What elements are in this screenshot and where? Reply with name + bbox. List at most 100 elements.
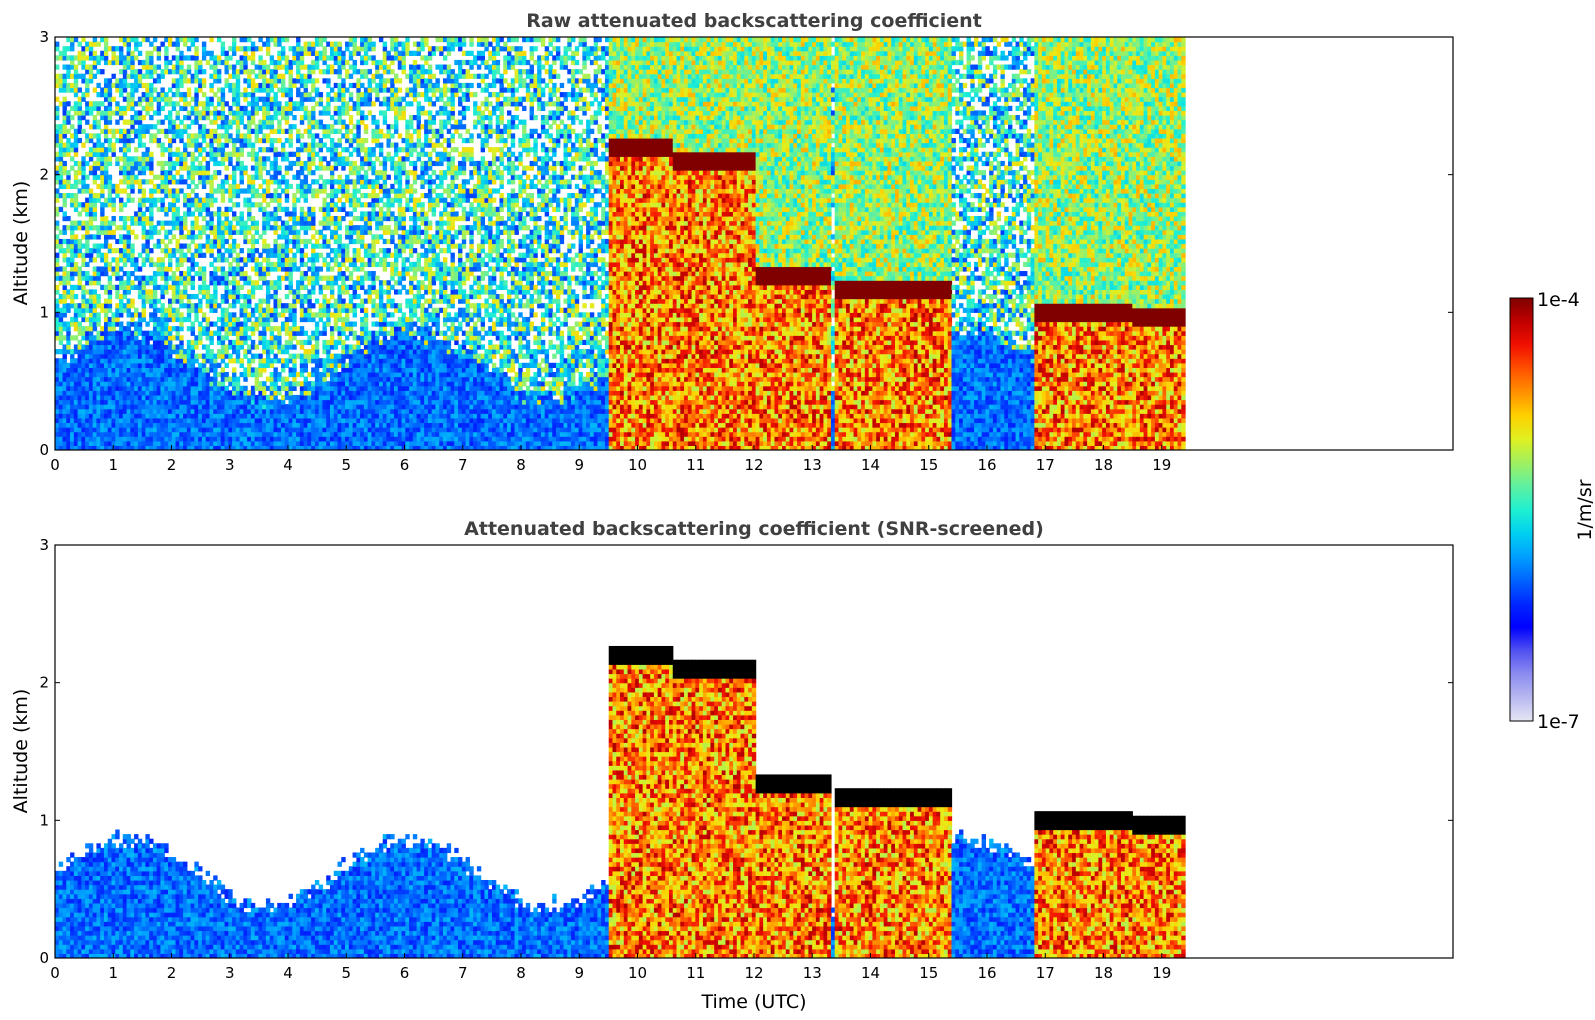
heatmap-cell (55, 326, 60, 332)
heatmap-cell (100, 436, 105, 442)
heatmap-cell (269, 225, 275, 231)
heatmap-cell (273, 170, 278, 176)
heatmap-cell (277, 78, 282, 84)
heatmap-cell (228, 160, 233, 167)
heatmap-cell (262, 436, 267, 442)
heatmap-cell (224, 188, 229, 194)
heatmap-cell (326, 381, 331, 387)
heatmap-cell (341, 326, 346, 332)
heatmap-cell (288, 344, 293, 350)
heatmap-cell (100, 151, 105, 157)
heatmap-cell (220, 408, 226, 414)
heatmap-cell (198, 69, 203, 75)
heatmap-cell (311, 399, 316, 405)
heatmap-cell (281, 431, 286, 437)
heatmap-cell (269, 335, 275, 341)
heatmap-cell (277, 358, 282, 364)
heatmap-cell (265, 69, 271, 75)
heatmap-cell (265, 326, 271, 332)
heatmap-cell (198, 266, 203, 272)
heatmap-cell (149, 344, 154, 350)
heatmap-cell (92, 202, 98, 208)
heatmap-cell (224, 298, 229, 304)
heatmap-cell (85, 202, 90, 208)
heatmap-cell (168, 385, 173, 391)
heatmap-cell (288, 105, 293, 112)
heatmap-cell (107, 436, 113, 442)
heatmap-cell (254, 284, 260, 290)
heatmap-cell (137, 78, 143, 84)
heatmap-cell (92, 381, 98, 387)
heatmap-cell (88, 248, 94, 254)
heatmap-cell (66, 339, 71, 346)
heatmap-cell (243, 303, 248, 309)
heatmap-cell (134, 399, 139, 405)
heatmap-cell (122, 133, 128, 139)
heatmap-cell (296, 151, 301, 157)
heatmap-cell (66, 431, 71, 437)
heatmap-cell (250, 46, 256, 52)
heatmap-cell (145, 96, 150, 102)
heatmap-cell (198, 367, 203, 373)
heatmap-cell (220, 46, 226, 52)
heatmap-cell (232, 417, 237, 424)
heatmap-cell (141, 371, 147, 378)
heatmap-cell (156, 220, 162, 226)
heatmap-cell (239, 211, 244, 217)
heatmap-cell (190, 160, 195, 167)
heatmap-cell (243, 330, 248, 336)
heatmap-cell (333, 362, 339, 368)
heatmap-cell (258, 147, 263, 153)
heatmap-cell (126, 431, 131, 437)
heatmap-cell (299, 248, 305, 254)
heatmap-cell (232, 436, 237, 442)
heatmap-cell (232, 390, 237, 396)
heatmap-cell (66, 142, 71, 148)
heatmap-cell (232, 215, 237, 222)
heatmap-cell (213, 147, 218, 153)
heatmap-cell (122, 404, 128, 410)
heatmap-cell (137, 252, 143, 258)
heatmap-cell (73, 238, 79, 245)
heatmap-cell (107, 147, 113, 153)
heatmap-cell (273, 211, 278, 217)
heatmap-cell (239, 257, 244, 263)
heatmap-cell (175, 151, 180, 157)
heatmap-cell (145, 362, 150, 368)
heatmap-cell (269, 390, 275, 396)
heatmap-cell (152, 385, 158, 391)
heatmap-cell (81, 349, 86, 355)
heatmap-cell (70, 445, 75, 450)
heatmap-cell (141, 289, 147, 295)
heatmap-cell (265, 307, 271, 313)
heatmap-cell (164, 252, 169, 258)
heatmap-cell (258, 206, 263, 212)
heatmap-cell (288, 165, 293, 171)
heatmap-cell (156, 335, 162, 341)
heatmap-cell (307, 183, 312, 190)
heatmap-cell (107, 202, 113, 208)
heatmap-cell (183, 55, 188, 61)
heatmap-cell (96, 349, 101, 355)
heatmap-cell (224, 399, 229, 405)
heatmap-cell (96, 298, 101, 304)
heatmap-cell (247, 92, 252, 98)
heatmap-cell (62, 271, 67, 277)
heatmap-cell (107, 390, 113, 396)
heatmap-cell (122, 78, 128, 84)
heatmap-cell (160, 381, 165, 387)
heatmap-cell (281, 312, 286, 318)
heatmap-cell (201, 137, 207, 144)
heatmap-cell (318, 37, 324, 43)
heatmap-cell (277, 202, 282, 208)
heatmap-cell (171, 197, 177, 203)
heatmap-cell (92, 147, 98, 153)
heatmap-cell (228, 381, 233, 387)
heatmap-cell (273, 115, 278, 121)
heatmap-cell (149, 92, 154, 98)
heatmap-cell (168, 160, 173, 167)
heatmap-cell (250, 413, 256, 419)
heatmap-cell (70, 87, 75, 93)
heatmap-cell (239, 404, 244, 410)
heatmap-cell (296, 280, 301, 286)
